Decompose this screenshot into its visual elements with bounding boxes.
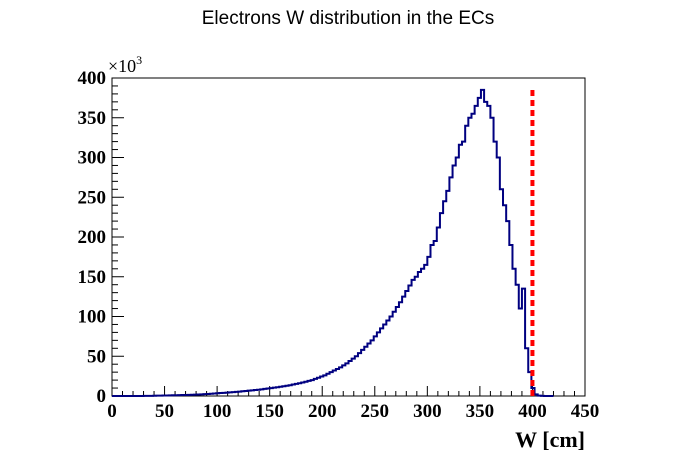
y-tick-label: 400	[78, 68, 107, 89]
y-multiplier-label: ×103	[108, 53, 142, 76]
y-tick-label: 50	[87, 346, 106, 367]
x-tick-label: 350	[466, 401, 495, 422]
y-tick-label: 0	[97, 386, 107, 407]
x-tick-label: 250	[361, 401, 390, 422]
y-tick-label: 350	[78, 108, 107, 129]
x-axis-title: W [cm]	[515, 427, 585, 452]
x-tick-label: 0	[107, 401, 117, 422]
x-tick-label: 50	[155, 401, 174, 422]
x-tick-label: 450	[571, 401, 600, 422]
y-tick-label: 250	[78, 187, 107, 208]
y-multiplier-exponent: 3	[136, 53, 142, 67]
x-tick-label: 200	[308, 401, 337, 422]
chart-title: Electrons W distribution in the ECs	[202, 8, 495, 29]
y-axis-ticks: 0 50 100 150 200 250 300 350 400	[78, 68, 124, 407]
y-tick-label: 200	[78, 227, 107, 248]
histogram-series	[112, 88, 554, 397]
y-tick-label: 300	[78, 148, 107, 169]
plot-frame	[111, 77, 586, 397]
y-tick-label: 150	[78, 267, 107, 288]
x-axis-ticks: 0 50 100 150 200 250 300 350 400 450	[107, 386, 599, 422]
y-tick-label: 100	[78, 307, 107, 328]
x-tick-label: 400	[518, 401, 547, 422]
x-tick-label: 150	[255, 401, 284, 422]
x-tick-label: 300	[413, 401, 442, 422]
x-tick-label: 100	[203, 401, 232, 422]
